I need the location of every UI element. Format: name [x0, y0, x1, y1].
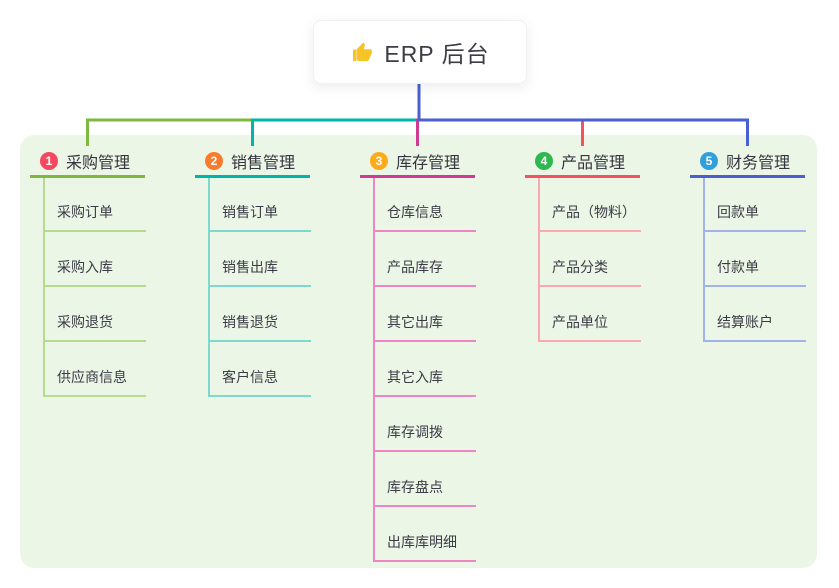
child-node-label: 库存盘点: [387, 479, 443, 495]
child-node-label: 出库库明细: [387, 534, 457, 550]
branch-child-connector: [538, 178, 540, 342]
child-node[interactable]: 回款单: [703, 204, 806, 232]
child-node-label: 采购订单: [57, 204, 113, 220]
child-node[interactable]: 其它入库: [373, 369, 476, 397]
child-node-label: 仓库信息: [387, 204, 443, 220]
child-node-label: 其它出库: [387, 314, 443, 330]
branch-number-badge: 5: [700, 152, 718, 170]
branch-header[interactable]: 1 采购管理: [30, 147, 145, 178]
child-node[interactable]: 结算账户: [703, 314, 806, 342]
child-node-label: 产品库存: [387, 259, 443, 275]
branches-panel: [20, 135, 817, 568]
branch-label: 产品管理: [561, 155, 626, 172]
child-node[interactable]: 采购入库: [43, 259, 146, 287]
child-node-label: 回款单: [717, 204, 759, 220]
branch-number-badge: 3: [370, 152, 388, 170]
child-node[interactable]: 产品分类: [538, 259, 641, 287]
branch-label: 采购管理: [66, 155, 131, 172]
child-node[interactable]: 销售退货: [208, 314, 311, 342]
branch-header[interactable]: 2 销售管理: [195, 147, 310, 178]
branch-child-connector: [703, 178, 705, 342]
child-node[interactable]: 库存盘点: [373, 479, 476, 507]
child-node-label: 供应商信息: [57, 369, 127, 385]
branch-header[interactable]: 3 库存管理: [360, 147, 475, 178]
child-node-label: 销售退货: [222, 314, 278, 330]
thumbs-up-icon: [350, 40, 374, 64]
branch-label: 销售管理: [231, 155, 296, 172]
branch-header[interactable]: 4 产品管理: [525, 147, 640, 178]
child-node-label: 库存调拨: [387, 424, 443, 440]
root-node[interactable]: ERP 后台: [313, 20, 527, 84]
child-node-label: 销售订单: [222, 204, 278, 220]
child-node[interactable]: 供应商信息: [43, 369, 146, 397]
child-node-label: 采购退货: [57, 314, 113, 330]
child-node-label: 客户信息: [222, 369, 278, 385]
branch-number-badge: 4: [535, 152, 553, 170]
branch-child-connector: [373, 178, 375, 562]
branch-child-connector: [43, 178, 45, 397]
child-node[interactable]: 销售订单: [208, 204, 311, 232]
child-node-label: 产品分类: [552, 259, 608, 275]
child-node[interactable]: 客户信息: [208, 369, 311, 397]
root-label: ERP 后台: [384, 41, 490, 67]
child-node[interactable]: 产品单位: [538, 314, 641, 342]
child-node-label: 产品单位: [552, 314, 608, 330]
branch-number-badge: 1: [40, 152, 58, 170]
child-node[interactable]: 付款单: [703, 259, 806, 287]
branch-child-connector: [208, 178, 210, 397]
child-node-label: 结算账户: [717, 314, 773, 330]
child-node-label: 其它入库: [387, 369, 443, 385]
child-node-label: 付款单: [717, 259, 759, 275]
child-node[interactable]: 采购退货: [43, 314, 146, 342]
child-node[interactable]: 仓库信息: [373, 204, 476, 232]
child-node[interactable]: 出库库明细: [373, 534, 476, 562]
branch-header[interactable]: 5 财务管理: [690, 147, 805, 178]
child-node[interactable]: 产品库存: [373, 259, 476, 287]
branch-label: 库存管理: [396, 155, 461, 172]
child-node[interactable]: 销售出库: [208, 259, 311, 287]
branch-number-badge: 2: [205, 152, 223, 170]
child-node[interactable]: 采购订单: [43, 204, 146, 232]
child-node-label: 销售出库: [222, 259, 278, 275]
child-node-label: 产品（物料）: [552, 204, 636, 220]
child-node[interactable]: 产品（物料）: [538, 204, 641, 232]
child-node[interactable]: 其它出库: [373, 314, 476, 342]
child-node-label: 采购入库: [57, 259, 113, 275]
branch-label: 财务管理: [726, 155, 791, 172]
child-node[interactable]: 库存调拨: [373, 424, 476, 452]
